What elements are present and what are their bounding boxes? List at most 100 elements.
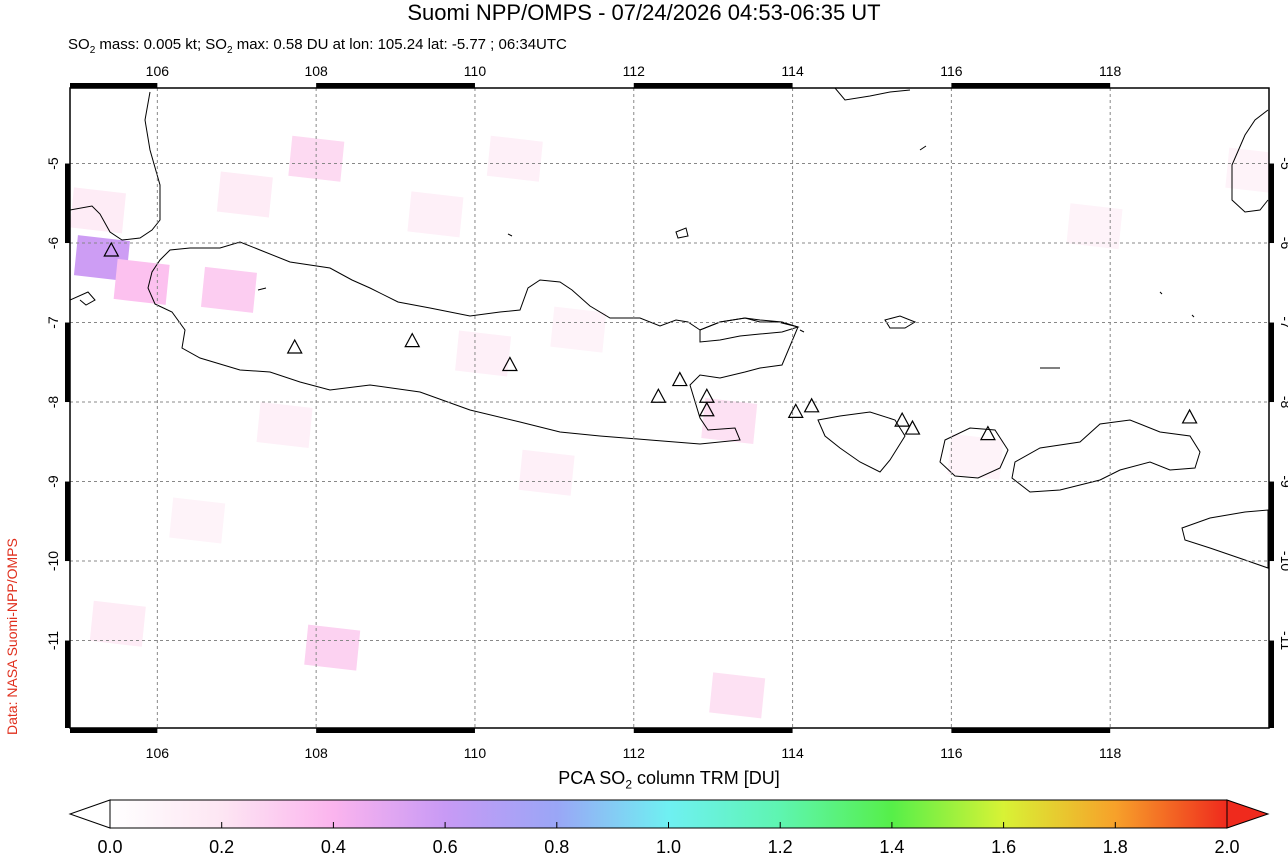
colorbar-tick-label: 1.4 bbox=[879, 837, 904, 855]
lat-tick-label-left: -5 bbox=[45, 157, 61, 170]
lon-tick-label-top: 110 bbox=[464, 63, 487, 79]
coastlines bbox=[70, 88, 1269, 569]
lat-tick-label-right: -11 bbox=[1278, 631, 1288, 650]
lat-tick-label-left: -6 bbox=[45, 237, 61, 250]
colorbar-tick-label: 0.6 bbox=[433, 837, 458, 855]
colorbar-tick-label: 0.2 bbox=[209, 837, 234, 855]
lat-tick-label-left: -9 bbox=[45, 475, 61, 488]
colorbar-tick-label: 2.0 bbox=[1214, 837, 1239, 855]
colorbar-tick-label: 1.2 bbox=[768, 837, 793, 855]
frame-band bbox=[65, 163, 70, 244]
lon-tick-label-bottom: 114 bbox=[781, 745, 804, 761]
lon-tick-label-top: 112 bbox=[623, 63, 646, 79]
colorbar-max-arrow bbox=[1226, 799, 1270, 829]
map-frame bbox=[65, 83, 1274, 733]
lat-tick-label-right: -6 bbox=[1278, 237, 1288, 250]
lat-tick-label-left: -10 bbox=[45, 551, 61, 571]
lon-tick-label-top: 108 bbox=[304, 63, 328, 79]
colorbar-title: PCA SO2 column TRM [DU] bbox=[0, 768, 1288, 792]
lon-tick-label-top: 106 bbox=[146, 63, 170, 79]
lon-tick-label-top: 116 bbox=[940, 63, 963, 79]
so2-cell bbox=[113, 258, 170, 305]
lon-tick-label-bottom: 108 bbox=[304, 745, 328, 761]
so2-cell bbox=[200, 266, 257, 313]
frame-band bbox=[70, 728, 158, 733]
so2-cells bbox=[70, 135, 1269, 719]
frame-band bbox=[1269, 481, 1274, 562]
lon-tick-label-bottom: 106 bbox=[146, 745, 170, 761]
colorbar-tick-label: 1.6 bbox=[991, 837, 1016, 855]
so2-cell bbox=[550, 306, 607, 353]
colorbar-tick-label: 0.4 bbox=[321, 837, 346, 855]
so2-cell bbox=[407, 191, 464, 238]
colorbar: 0.0 0.2 0.4 0.6 0.8 1.0 1.2 1.4 1.6 1.8 2.0 bbox=[68, 799, 1270, 855]
frame-band bbox=[316, 83, 475, 88]
so2-mass-subscript: 2 bbox=[89, 45, 96, 56]
frame-band bbox=[1269, 322, 1274, 403]
colorbar-tick-label: 0.0 bbox=[97, 837, 122, 855]
so2-cell bbox=[455, 330, 512, 377]
so2-max-subscript: 2 bbox=[226, 45, 233, 56]
frame-band bbox=[633, 728, 793, 733]
lon-tick-label-top: 118 bbox=[1099, 63, 1122, 79]
volcano-markers bbox=[103, 241, 1198, 441]
lat-tick-label-left: -8 bbox=[45, 396, 61, 409]
frame-band bbox=[65, 322, 70, 403]
so2-cell bbox=[89, 600, 146, 647]
so2-cell bbox=[288, 135, 345, 182]
sumatra-coastline bbox=[70, 91, 161, 306]
lat-tick-label-left: -11 bbox=[45, 631, 61, 650]
grid-lines bbox=[70, 88, 1269, 728]
volcano-icon bbox=[671, 371, 688, 387]
volcano-icon bbox=[1181, 408, 1198, 424]
colorbar-tick-label: 1.0 bbox=[656, 837, 681, 855]
lat-tick-label-right: -9 bbox=[1278, 475, 1288, 488]
volcano-icon bbox=[286, 338, 303, 354]
sumba-coastline bbox=[1181, 509, 1269, 569]
axis-tick-labels: 106 106 108 108 110 110 112 112 114 114 116 116 118 1… bbox=[45, 63, 1288, 761]
so2-mass-prefix: SO bbox=[68, 36, 90, 53]
volcano-icon bbox=[979, 425, 996, 441]
volcano-icon bbox=[650, 388, 667, 403]
so2-cell bbox=[518, 449, 575, 496]
volcano-icon bbox=[787, 403, 804, 418]
kalimantan-coastline bbox=[834, 88, 911, 101]
so2-cell bbox=[169, 497, 226, 544]
volcano-icon bbox=[404, 332, 421, 348]
sumbawa-coastline bbox=[1011, 419, 1201, 493]
lon-tick-label-bottom: 118 bbox=[1099, 745, 1122, 761]
frame-band bbox=[951, 728, 1111, 733]
frame-band bbox=[633, 83, 793, 88]
lat-tick-label-right: -5 bbox=[1278, 157, 1288, 170]
lat-tick-label-right: -7 bbox=[1278, 316, 1288, 329]
frame-band bbox=[65, 481, 70, 562]
volcano-icon bbox=[698, 401, 715, 417]
frame-band bbox=[65, 640, 70, 728]
frame-band bbox=[1269, 163, 1274, 244]
lat-tick-label-left: -7 bbox=[45, 316, 61, 329]
volcano-icon bbox=[103, 241, 120, 257]
so2-cell bbox=[701, 398, 758, 445]
volcano-icon bbox=[803, 397, 820, 413]
frame-band bbox=[951, 83, 1111, 88]
so2-mass-text: mass: 0.005 kt; SO bbox=[95, 36, 227, 53]
volcano-icon bbox=[904, 419, 921, 435]
so2-cell bbox=[70, 187, 126, 234]
frame-band bbox=[316, 728, 475, 733]
colorbar-title-subscript: 2 bbox=[625, 777, 632, 792]
small-islands bbox=[257, 145, 1195, 369]
colorbar-min-arrow bbox=[68, 799, 111, 829]
lon-tick-label-bottom: 116 bbox=[940, 745, 963, 761]
so2-cell bbox=[486, 135, 543, 182]
so2-cell bbox=[947, 433, 1004, 480]
volcano-icon bbox=[501, 356, 518, 372]
frame-band bbox=[1269, 640, 1274, 728]
lombok-coastline bbox=[939, 427, 1009, 479]
lon-tick-label-bottom: 110 bbox=[464, 745, 487, 761]
so2-cell bbox=[216, 171, 273, 218]
so2-summary: SO2 mass: 0.005 kt; SO2 max: 0.58 DU at … bbox=[68, 36, 567, 60]
so2-max-text: max: 0.58 DU at lon: 105.24 lat: -5.77 ;… bbox=[232, 36, 567, 53]
so2-cell bbox=[304, 624, 361, 671]
colorbar-tick-label: 1.8 bbox=[1103, 837, 1128, 855]
lat-tick-label-right: -10 bbox=[1278, 551, 1288, 571]
